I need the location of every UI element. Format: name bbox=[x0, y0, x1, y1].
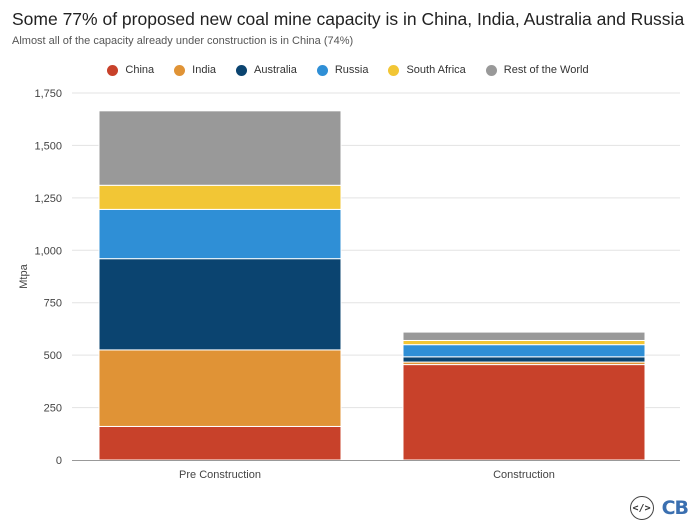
legend-swatch-australia bbox=[236, 64, 248, 76]
y-tick-label: 750 bbox=[44, 298, 62, 310]
chart-legend: China India Australia Russia South Afric… bbox=[0, 64, 696, 76]
footer-icons: </> CB bbox=[629, 496, 689, 520]
legend-swatch-south-africa bbox=[388, 64, 400, 76]
bar-segment-rest-of-the-world[interactable]: Pre Construction — Rest of the World: 35… bbox=[98, 110, 342, 186]
legend-label-china: China bbox=[125, 64, 155, 76]
legend-item-rest-of-world[interactable]: Rest of the World bbox=[485, 64, 589, 76]
y-tick-label: 250 bbox=[44, 403, 62, 415]
legend-label-south-africa: South Africa bbox=[406, 64, 466, 76]
legend-item-south-africa[interactable]: South Africa bbox=[388, 64, 466, 76]
bars: Pre Construction — China: 160Pre Constru… bbox=[98, 110, 646, 461]
bar-segment-russia[interactable]: Pre Construction — Russia: 235 bbox=[98, 208, 342, 260]
x-tick-label: Construction bbox=[493, 469, 555, 481]
y-tick-label: 0 bbox=[56, 455, 62, 467]
legend-label-australia: Australia bbox=[254, 64, 297, 76]
bar-segment-rest-of-the-world[interactable]: Construction — Rest of the World: 40 bbox=[402, 331, 646, 341]
legend-swatch-rest-of-world bbox=[485, 64, 497, 76]
bar-segment-russia[interactable]: Construction — Russia: 58 bbox=[402, 344, 646, 358]
legend-item-india[interactable]: India bbox=[174, 64, 216, 76]
bar-segment-australia[interactable]: Construction — Australia: 25 bbox=[402, 356, 646, 363]
y-tick-label: 1,000 bbox=[34, 245, 62, 257]
legend-item-china[interactable]: China bbox=[107, 64, 154, 76]
x-tick-label: Pre Construction bbox=[179, 469, 261, 481]
y-tick-label: 1,750 bbox=[34, 88, 62, 100]
y-axis-ticks: 0 250 500 750 1,000 1,250 1,500 1,750 bbox=[34, 88, 62, 467]
embed-code-icon[interactable]: </> bbox=[629, 496, 654, 520]
bar-segment-china[interactable]: Construction — China: 455 bbox=[402, 364, 646, 461]
bar-segment-india[interactable]: Pre Construction — India: 365 bbox=[98, 349, 342, 427]
chart-subtitle: Almost all of the capacity already under… bbox=[12, 35, 354, 47]
y-tick-label: 500 bbox=[44, 350, 62, 362]
legend-label-russia: Russia bbox=[334, 64, 369, 76]
legend-swatch-russia bbox=[316, 64, 328, 76]
bar-segment-australia[interactable]: Pre Construction — Australia: 435 bbox=[98, 258, 342, 351]
carbon-brief-logo: CB bbox=[661, 497, 689, 519]
legend-swatch-india bbox=[174, 64, 186, 76]
chart-title: Some 77% of proposed new coal mine capac… bbox=[12, 9, 685, 29]
bar-segment-south-africa[interactable]: Construction — South Africa: 20 bbox=[402, 339, 646, 346]
bar-segment-south-africa[interactable]: Pre Construction — South Africa: 115 bbox=[98, 184, 342, 210]
legend-label-rest-of-world: Rest of the World bbox=[503, 64, 589, 76]
y-tick-label: 1,250 bbox=[34, 193, 62, 205]
y-tick-label: 1,500 bbox=[34, 140, 62, 152]
legend-label-india: India bbox=[192, 64, 217, 76]
legend-item-russia[interactable]: Russia bbox=[316, 64, 369, 76]
legend-swatch-china bbox=[107, 64, 119, 76]
x-axis-ticks: Pre Construction Construction bbox=[179, 469, 555, 481]
y-axis-label: Mtpa bbox=[18, 263, 30, 288]
bar-segment-china[interactable]: Pre Construction — China: 160 bbox=[98, 425, 342, 461]
legend-item-australia[interactable]: Australia bbox=[236, 64, 297, 76]
